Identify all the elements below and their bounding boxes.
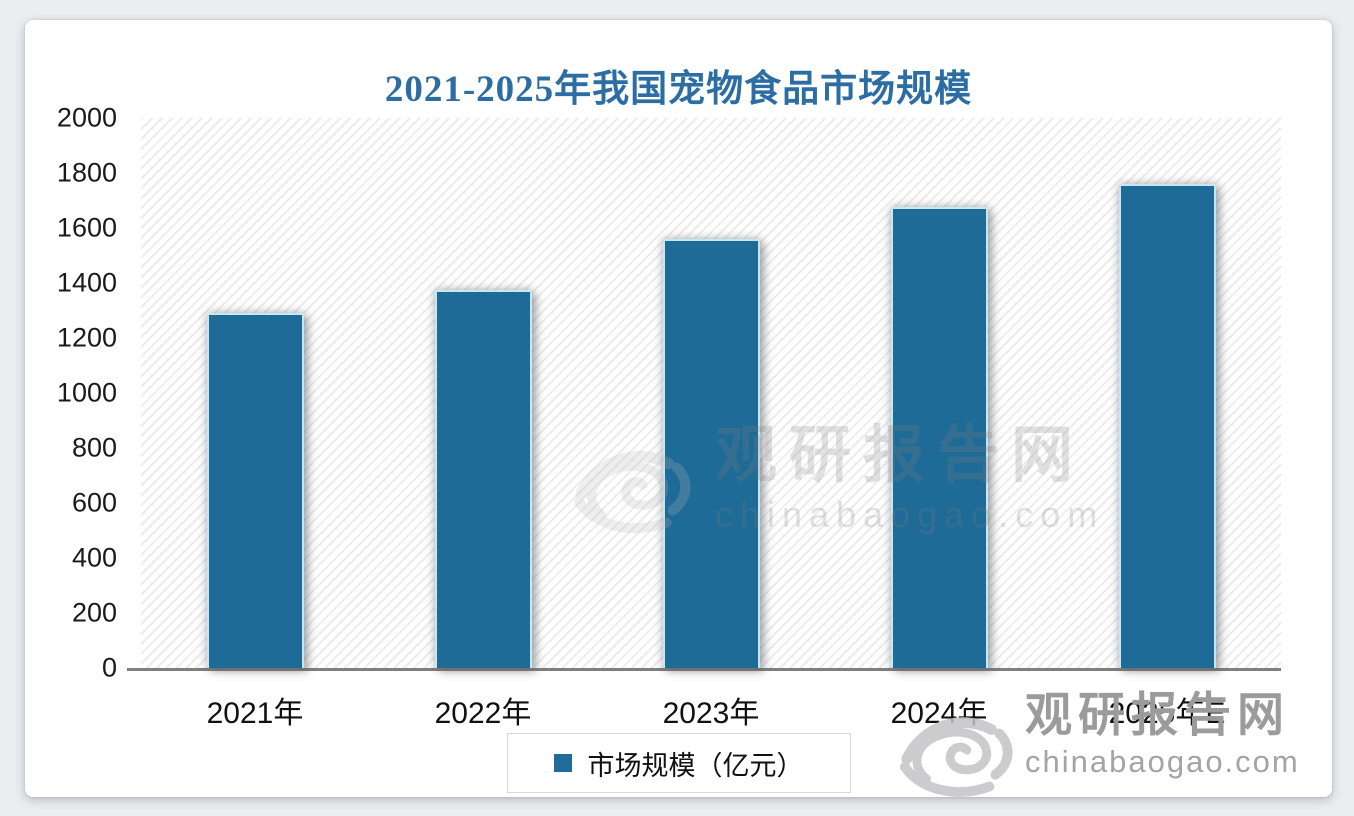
- corner-watermark: 观研报告网 chinabaogao.com: [897, 688, 1327, 814]
- center-watermark: 观研报告网 chinabaogao.com: [571, 423, 1097, 549]
- y-tick-label-1000: 1000: [56, 377, 117, 408]
- legend-marker-square: [553, 754, 572, 772]
- chart-title: 2021-2025年我国宠物食品市场规模: [384, 69, 973, 110]
- x-tick-label-2021年: 2021年: [206, 697, 304, 730]
- corner-watermark-brand: 观研报告网: [1025, 688, 1290, 741]
- y-tick-label-1800: 1800: [56, 157, 117, 188]
- chinabaogao-logo-icon: [899, 717, 1013, 797]
- x-tick-label-2022年: 2022年: [434, 697, 532, 730]
- y-tick-label-0: 0: [101, 652, 117, 683]
- y-tick-label-1400: 1400: [56, 267, 117, 298]
- y-tick-label-600: 600: [71, 487, 117, 518]
- bar-2021年: [206, 313, 304, 668]
- bar-2022年: [434, 289, 532, 668]
- y-tick-label-200: 200: [71, 597, 117, 628]
- y-tick-label-400: 400: [71, 542, 117, 573]
- y-tick-label-2000: 2000: [56, 102, 117, 133]
- y-tick-label-800: 800: [71, 432, 117, 463]
- legend-label: 市场规模（亿元）: [587, 750, 804, 781]
- bar-2023年: [662, 239, 760, 668]
- chart-card: 2021-2025年我国宠物食品市场规模 0 200 400 600 800 1000 12…: [25, 20, 1332, 797]
- y-tick-label-1600: 1600: [56, 212, 117, 243]
- legend: 市场规模（亿元）: [506, 733, 851, 793]
- y-tick-label-1200: 1200: [56, 322, 117, 353]
- corner-watermark-domain: chinabaogao.com: [1025, 744, 1300, 780]
- x-tick-label-2023年: 2023年: [662, 697, 760, 730]
- corner-watermark-text: 观研报告网 chinabaogao.com: [1025, 688, 1300, 780]
- y-axis-tick-labels: 0 200 400 600 800 1000 1200 1400 1600 1800 2000: [25, 103, 117, 683]
- bar-2024年: [890, 207, 988, 668]
- x-axis-line: [127, 668, 141, 671]
- x-tick-label-2025年E: 2025年E: [1108, 697, 1226, 730]
- plot-area: 观研报告网 chinabaogao.com: [127, 118, 1281, 671]
- bar-2025年E: [1118, 184, 1216, 668]
